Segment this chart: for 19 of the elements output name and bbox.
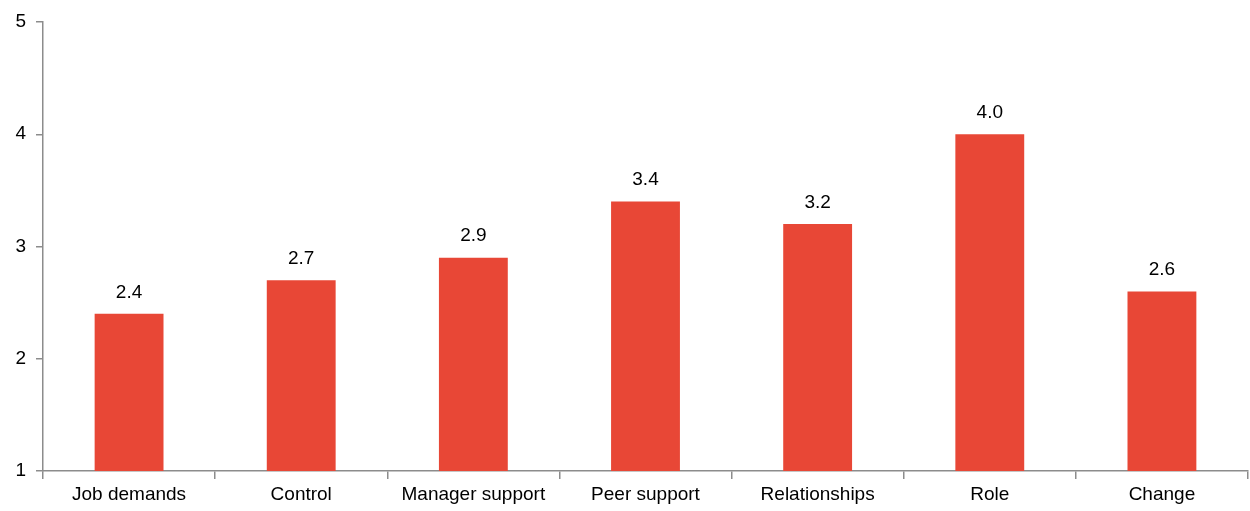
y-tick-label: 3 [15, 234, 26, 256]
data-label: 2.9 [460, 224, 487, 246]
x-tick-label: Relationships [760, 482, 875, 504]
y-tick-label: 4 [15, 122, 27, 144]
x-tick-label: Peer support [591, 482, 701, 504]
x-tick-label: Change [1128, 482, 1196, 504]
data-label: 2.6 [1148, 258, 1176, 280]
x-tick-label: Role [970, 482, 1010, 504]
x-tick-label: Job demands [72, 482, 187, 504]
data-label: 2.7 [288, 246, 315, 268]
data-label: 3.2 [804, 190, 831, 212]
y-tick-label: 1 [15, 459, 26, 481]
data-label: 3.4 [632, 168, 660, 190]
y-tick-label: 2 [15, 346, 26, 368]
y-tick-label: 5 [15, 10, 26, 32]
x-tick-label: Manager support [401, 482, 546, 504]
data-label: 2.4 [115, 280, 143, 302]
x-tick-label: Control [270, 482, 332, 504]
data-label: 4.0 [976, 100, 1003, 122]
